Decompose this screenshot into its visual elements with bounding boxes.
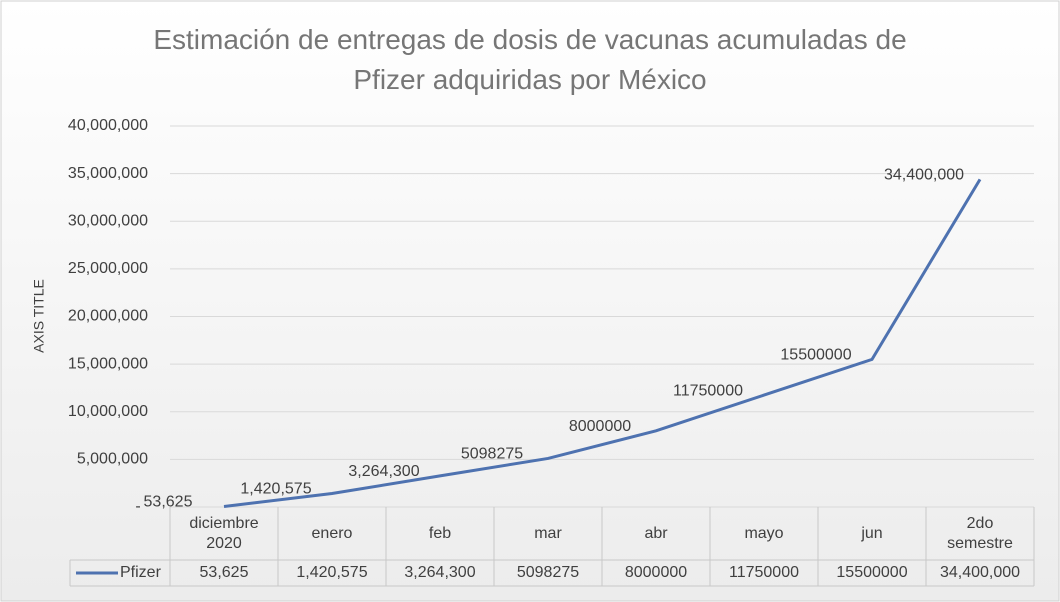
y-tick-label: 30,000,000 xyxy=(68,212,148,229)
data-label: 8000000 xyxy=(569,418,631,435)
y-tick-label: 20,000,000 xyxy=(68,308,148,325)
table-value: 11750000 xyxy=(729,564,799,581)
y-tick-label: - xyxy=(135,498,140,515)
table-value: 8000000 xyxy=(624,564,688,581)
data-label: 15500000 xyxy=(780,347,851,364)
line xyxy=(223,178,982,508)
x-tick-label: abr xyxy=(644,524,668,542)
table-value: 15500000 xyxy=(836,564,908,581)
legend-label: Pfizer xyxy=(120,564,162,581)
data-label: 34,400,000 xyxy=(884,167,964,184)
y-axis-label: AXIS TITLE xyxy=(31,279,47,353)
y-tick-label: 15,000,000 xyxy=(68,355,148,372)
x-tick-label: mar xyxy=(534,524,562,542)
x-tick-label: feb xyxy=(428,524,452,542)
table-value: 1,420,575 xyxy=(296,564,368,581)
data-label: 53,625 xyxy=(144,494,193,511)
table-value: 5098275 xyxy=(516,564,580,581)
y-tick-label: 25,000,000 xyxy=(68,260,148,277)
table-value: 53,625 xyxy=(199,564,249,581)
table-value: 3,264,300 xyxy=(404,564,476,581)
x-tick-label: diciembre 2020 xyxy=(189,514,259,552)
data-label: 3,264,300 xyxy=(348,463,419,480)
data-label: 5098275 xyxy=(461,446,523,463)
x-tick-label: mayo xyxy=(744,524,784,542)
y-tick-label: 5,000,000 xyxy=(77,451,148,468)
y-tick-label: 10,000,000 xyxy=(68,403,148,420)
data-label: 11750000 xyxy=(673,382,743,399)
x-tick-label: jun xyxy=(861,524,883,542)
y-tick-label: 35,000,000 xyxy=(68,165,148,182)
chart-title: Estimación de entregas de dosis de vacun… xyxy=(153,24,906,95)
y-tick-label: 40,000,000 xyxy=(68,117,148,134)
x-tick-label: 2do semestre xyxy=(947,514,1013,552)
x-tick-label: enero xyxy=(311,524,353,542)
data-label: 1,420,575 xyxy=(240,481,311,498)
table-value: 34,400,000 xyxy=(939,564,1021,581)
